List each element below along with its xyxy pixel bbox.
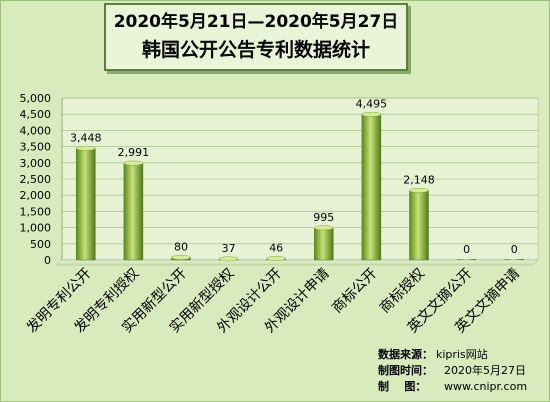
y-tick-label: 0 xyxy=(44,254,51,267)
note-source-value: kipris网站 xyxy=(436,348,488,361)
data-label: 995 xyxy=(313,211,334,224)
data-label: 80 xyxy=(174,240,188,253)
title-main: 韩国公开公告专利数据统计 xyxy=(141,39,370,61)
bar-top xyxy=(314,225,334,231)
note-maker-row: 制 图： www.cnipr.com xyxy=(378,379,528,395)
plot-floor xyxy=(55,259,539,266)
data-label: 2,148 xyxy=(403,173,435,186)
x-tick-label: 商标公开 xyxy=(329,266,380,317)
bar xyxy=(76,148,96,261)
title-date-range: 2020年5月21日—2020年5月27日 xyxy=(113,12,399,32)
note-date-value: 2020年5月27日 xyxy=(444,364,526,377)
note-date-row: 制图时间： 2020年5月27日 xyxy=(378,363,528,379)
bar-top xyxy=(266,256,286,261)
bar-top xyxy=(361,111,382,117)
data-labels: 3,448 2,991 80 37 46 995 4,495 2,148 0 0 xyxy=(70,97,518,256)
note-source-label: 数据来源： xyxy=(378,348,433,361)
x-axis: 发明专利公开发明专利授权实用新型公开实用新型授权外观设计公开外观设计申请商标公开… xyxy=(24,265,523,336)
bar xyxy=(123,162,144,261)
data-label: 37 xyxy=(222,242,236,255)
bar xyxy=(504,259,524,260)
y-tick-label: 500 xyxy=(30,238,51,251)
y-tick-label: 2,000 xyxy=(20,189,52,202)
note-source-row: 数据来源： kipris网站 xyxy=(378,347,528,363)
y-tick-label: 5,000 xyxy=(20,92,52,105)
chart-title-box: 2020年5月21日—2020年5月27日 韩国公开公告专利数据统计 xyxy=(104,3,408,71)
bar xyxy=(361,114,382,261)
bar-top xyxy=(218,256,239,262)
data-label: 0 xyxy=(463,243,470,256)
bars xyxy=(76,111,524,262)
note-maker-label: 制 图： xyxy=(378,380,427,393)
note-date-label: 制图时间： xyxy=(378,364,433,377)
y-tick-label: 1,500 xyxy=(20,205,52,218)
bar xyxy=(314,227,334,261)
bar-top xyxy=(76,145,96,151)
source-note: 数据来源： kipris网站 制图时间： 2020年5月27日 制 图： www… xyxy=(378,347,528,395)
data-label: 46 xyxy=(269,242,283,255)
y-tick-label: 4,000 xyxy=(20,124,52,137)
data-label: 3,448 xyxy=(70,131,102,144)
y-tick-label: 3,000 xyxy=(20,157,52,170)
data-label: 4,495 xyxy=(356,97,388,110)
y-tick-label: 4,500 xyxy=(20,108,52,121)
y-axis: 0 500 1,000 1,500 2,000 2,500 3,000 3,500 4,000 4… xyxy=(20,92,63,267)
bar-top xyxy=(171,255,191,260)
bar-top xyxy=(409,188,429,193)
data-label: 2,991 xyxy=(118,146,150,159)
note-maker-value: www.cnipr.com xyxy=(444,380,528,393)
bar xyxy=(457,259,477,260)
y-tick-label: 3,500 xyxy=(20,141,52,154)
bar-top xyxy=(123,160,144,166)
y-tick-label: 2,500 xyxy=(20,173,52,186)
bar xyxy=(409,190,429,261)
y-tick-label: 1,000 xyxy=(20,222,52,235)
data-label: 0 xyxy=(511,243,518,256)
